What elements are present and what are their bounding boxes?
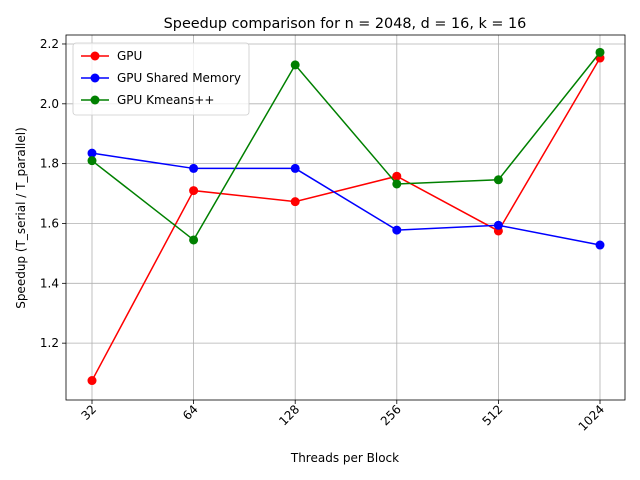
x-axis: 32 64 128 256 512 1024 [78, 400, 607, 434]
legend-box [72, 42, 250, 116]
y-axis: 1.2 1.4 1.6 1.8 2.0 2.2 [40, 37, 66, 350]
legend-label-gpu: GPU [117, 49, 142, 63]
data-point-gpu-shared-memory [189, 163, 199, 173]
y-tick-label: 1.8 [40, 157, 59, 171]
data-point-gpu-shared-memory [87, 148, 97, 158]
y-tick-label: 2.2 [40, 37, 59, 51]
series-layer [87, 47, 605, 386]
x-tick-label: 512 [479, 402, 505, 428]
data-point-gpu-kmeans [392, 179, 402, 189]
legend-marker-gpu-kmeans [90, 95, 100, 105]
legend-marker-gpu-shared-memory [90, 73, 100, 83]
data-point-gpu [392, 171, 402, 181]
legend-label-gpu-shared-memory: GPU Shared Memory [117, 71, 241, 85]
data-point-gpu [189, 186, 199, 196]
data-point-gpu-kmeans [87, 156, 97, 166]
data-point-gpu-kmeans [290, 60, 300, 70]
x-tick-label: 256 [378, 402, 404, 428]
plot-frame [65, 34, 626, 401]
data-point-gpu-shared-memory [290, 163, 300, 173]
series-line-gpu-shared-memory [91, 152, 601, 246]
data-point-gpu-kmeans [189, 235, 199, 245]
y-tick-label: 1.4 [40, 276, 59, 290]
chart-title: Speedup comparison for n = 2048, d = 16,… [164, 16, 527, 32]
x-tick-label: 32 [78, 402, 99, 423]
x-tick-label: 128 [276, 402, 302, 428]
data-point-gpu-shared-memory [392, 225, 402, 235]
legend-marker-gpu [90, 51, 100, 61]
data-point-gpu [87, 376, 97, 386]
data-point-gpu-kmeans [493, 175, 503, 185]
series-line-gpu-kmeans [91, 51, 601, 242]
y-tick-label: 1.2 [40, 336, 59, 350]
data-point-gpu-kmeans [595, 47, 605, 57]
x-tick-label: 64 [180, 402, 201, 423]
series-line-gpu [91, 57, 601, 381]
x-tick-label: 1024 [576, 402, 607, 433]
data-point-gpu [290, 197, 300, 207]
y-tick-label: 2.0 [40, 97, 59, 111]
legend-label-gpu-kmeans: GPU Kmeans++ [117, 93, 214, 107]
legend: GPU GPU Shared Memory GPU Kmeans++ [72, 42, 250, 116]
data-point-gpu-shared-memory [595, 240, 605, 250]
data-point-gpu-shared-memory [493, 220, 503, 230]
x-axis-label: Threads per Block [290, 451, 399, 465]
y-tick-label: 1.6 [40, 216, 59, 230]
y-axis-label: Speedup (T_serial / T_parallel) [14, 127, 28, 309]
